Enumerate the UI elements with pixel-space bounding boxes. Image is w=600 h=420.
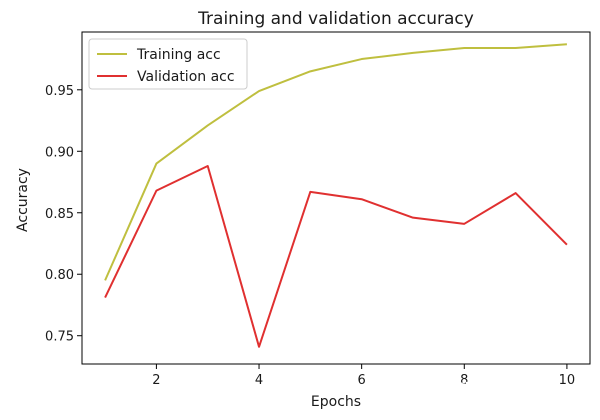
x-tick-label: 4 [255,373,263,388]
legend-box [88,38,248,90]
plot-area: 2 4 6 8 10 0.75 0.80 0.85 0.90 0.95 Training acc Va… [45,31,591,388]
series-line-training-acc [104,43,567,281]
x-tick-label: 10 [559,373,576,388]
x-axis-label: Epochs [311,394,361,410]
y-tick-label: 0.90 [45,145,74,160]
y-axis-label: Accuracy [15,168,31,232]
x-tick-label: 8 [460,373,468,388]
y-tick-label: 0.95 [45,84,74,99]
y-tick-label: 0.80 [45,268,74,283]
chart-title: Training and validation accuracy [197,9,474,29]
watermark: 知乎 @baiziyu [457,379,567,398]
legend-label: Validation acc [137,69,235,85]
plot-frame [81,31,591,365]
legend-label: Training acc [136,47,221,63]
y-tick-label: 0.85 [45,207,74,222]
y-tick-label: 0.75 [45,330,74,345]
x-tick-label: 6 [358,373,366,388]
x-tick-label: 2 [152,373,160,388]
series-line-validation-acc [104,165,568,348]
